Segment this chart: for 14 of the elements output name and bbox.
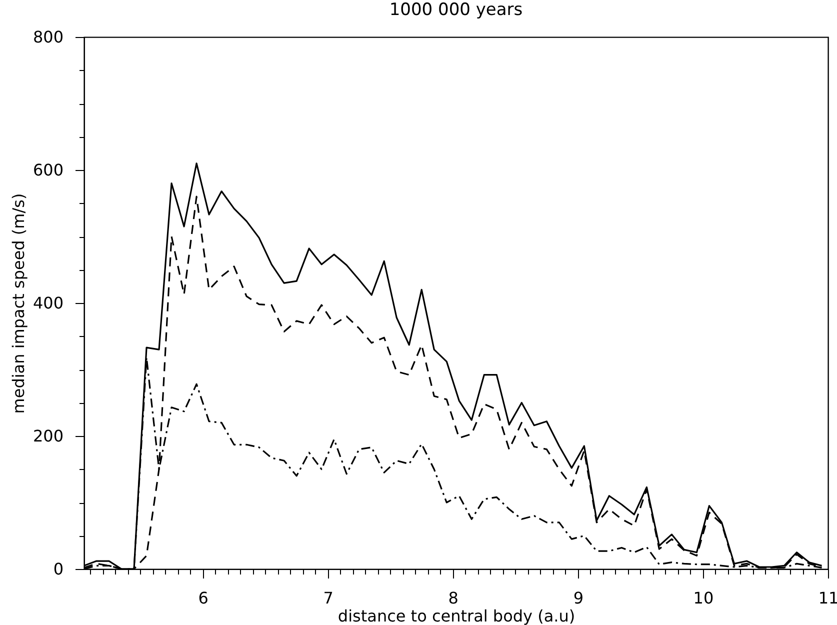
y-tick-label: 800 — [32, 28, 64, 46]
y-tick-label: 200 — [32, 426, 64, 446]
y-axis-title: median impact speed (m/s) — [8, 193, 28, 414]
x-tick-label: 9 — [573, 588, 584, 608]
x-tick-label: 6 — [198, 588, 208, 608]
y-tick-label: 400 — [32, 294, 64, 312]
x-tick-label: 10 — [693, 588, 714, 608]
y-tick-label: 0 — [53, 560, 64, 578]
chart-title: 1000 000 years — [389, 0, 523, 20]
x-axis-title: distance to central body (a.u) — [338, 606, 576, 625]
x-tick-label: 7 — [323, 588, 334, 608]
x-tick-label: 8 — [448, 588, 458, 608]
y-tick-label: 600 — [32, 160, 64, 180]
x-tick-label: 11 — [818, 588, 837, 608]
